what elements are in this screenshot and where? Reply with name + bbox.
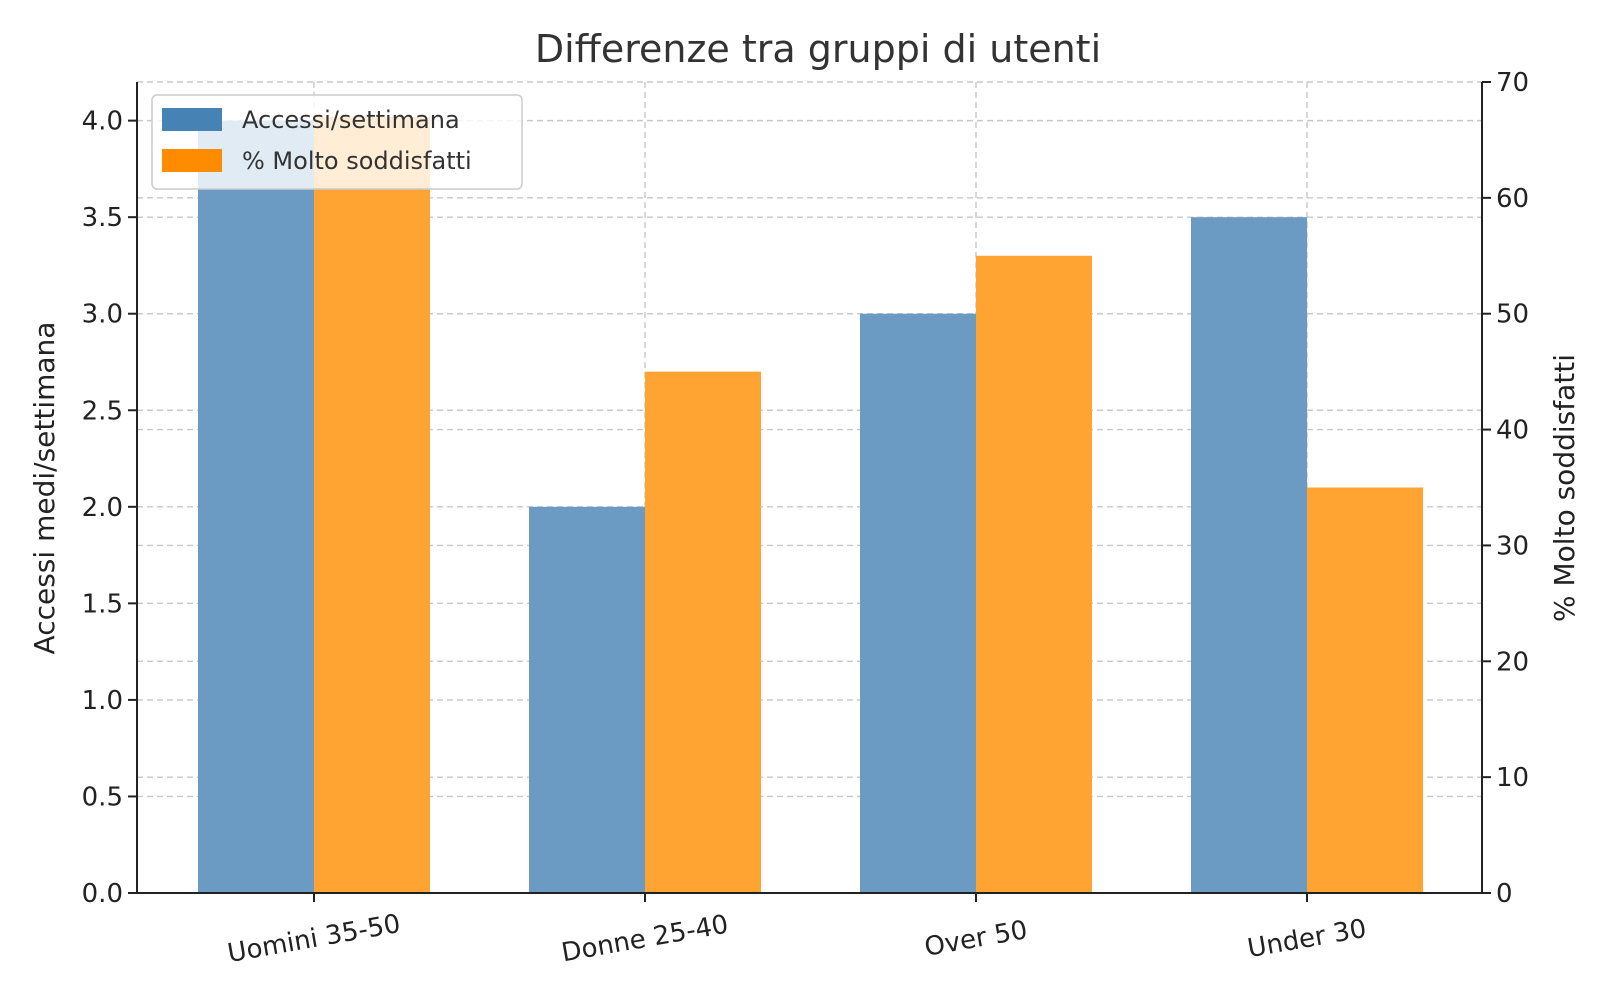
x-tick-label: Donne 25-40 bbox=[559, 910, 730, 969]
x-tick-label: Over 50 bbox=[922, 915, 1030, 963]
y-tick-left-label: 1.0 bbox=[82, 686, 123, 716]
legend-box bbox=[151, 94, 523, 190]
legend-swatch bbox=[162, 149, 222, 172]
y-tick-left-label: 3.0 bbox=[82, 300, 123, 330]
bar-soddisfatti-4 bbox=[1307, 487, 1423, 893]
legend-label: Accessi/settimana bbox=[242, 106, 460, 134]
y-tick-left-label: 0.0 bbox=[82, 879, 123, 909]
bars bbox=[198, 116, 1423, 894]
y-tick-right-label: 40 bbox=[1496, 416, 1529, 446]
y-tick-left-label: 2.0 bbox=[82, 493, 123, 523]
y-tick-right-label: 60 bbox=[1496, 184, 1529, 214]
y-axis-right-label: % Molto soddisfatti bbox=[1548, 354, 1581, 622]
y-tick-right-label: 20 bbox=[1496, 647, 1529, 677]
legend-swatch bbox=[162, 108, 222, 131]
bar-accessi-4 bbox=[1191, 217, 1307, 893]
y-tick-right-label: 10 bbox=[1496, 763, 1529, 793]
y-tick-left-label: 0.5 bbox=[82, 782, 123, 812]
bar-soddisfatti-1 bbox=[314, 116, 430, 893]
bar-soddisfatti-3 bbox=[976, 255, 1092, 894]
y-tick-left-label: 1.5 bbox=[82, 589, 123, 619]
chart-title: Differenze tra gruppi di utenti bbox=[535, 27, 1101, 71]
bar-accessi-2 bbox=[529, 506, 645, 893]
y-tick-right-label: 50 bbox=[1496, 300, 1529, 330]
x-tick-label: Under 30 bbox=[1245, 914, 1368, 964]
bar-accessi-1 bbox=[198, 120, 314, 894]
y-tick-left-label: 2.5 bbox=[82, 396, 123, 426]
y-axis-left-label: Accessi medi/settimana bbox=[28, 322, 61, 655]
y-tick-left-label: 4.0 bbox=[82, 107, 123, 137]
y-tick-right-label: 30 bbox=[1496, 531, 1529, 561]
x-tick-label: Uomini 35-50 bbox=[225, 909, 403, 969]
y-tick-right-label: 0 bbox=[1496, 879, 1513, 909]
legend-label: % Molto soddisfatti bbox=[242, 147, 472, 175]
bar-soddisfatti-2 bbox=[645, 371, 761, 894]
y-tick-right-label: 70 bbox=[1496, 68, 1529, 98]
y-tick-left-label: 3.5 bbox=[82, 203, 123, 233]
legend: Accessi/settimana % Molto soddisfatti bbox=[151, 94, 523, 190]
bar-accessi-3 bbox=[860, 313, 976, 893]
